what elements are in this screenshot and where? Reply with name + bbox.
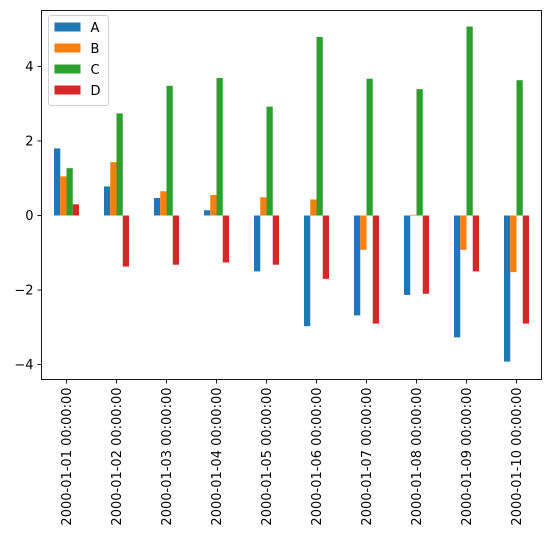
legend-box xyxy=(48,15,109,106)
bar-C-5 xyxy=(316,36,323,216)
bar-D-8 xyxy=(472,215,479,272)
x-tick-label: 2000-01-09 00:00:00 xyxy=(460,388,475,526)
bars-layer xyxy=(54,26,529,362)
bar-D-0 xyxy=(72,204,79,216)
bar-A-0 xyxy=(54,148,61,216)
y-tick-label: 4 xyxy=(25,60,33,75)
legend-swatch-C xyxy=(54,64,81,74)
bar-A-4 xyxy=(254,215,261,272)
plot-frame xyxy=(41,10,542,380)
bar-C-9 xyxy=(516,80,523,216)
bar-B-6 xyxy=(360,215,367,250)
x-tick-label: 2000-01-02 00:00:00 xyxy=(110,388,125,526)
bar-B-9 xyxy=(510,215,517,273)
bar-A-5 xyxy=(304,215,311,327)
bar-A-3 xyxy=(204,210,211,216)
bar-C-3 xyxy=(216,77,223,216)
bar-B-4 xyxy=(260,197,267,216)
y-tick-label: 0 xyxy=(25,209,33,224)
bar-A-7 xyxy=(404,215,411,295)
bar-C-8 xyxy=(466,26,473,216)
bar-D-6 xyxy=(372,215,379,324)
legend-label-C: C xyxy=(91,63,100,78)
bar-B-2 xyxy=(160,191,167,216)
legend-label-D: D xyxy=(91,84,101,99)
y-axis: −4 −2 0 2 4 xyxy=(14,60,42,373)
y-tick-label: −4 xyxy=(14,358,33,373)
bar-C-1 xyxy=(116,113,123,216)
legend-label-A: A xyxy=(91,21,100,36)
x-tick-label: 2000-01-04 00:00:00 xyxy=(210,388,225,526)
bar-D-3 xyxy=(222,215,229,263)
legend-label-B: B xyxy=(91,42,100,57)
bar-A-2 xyxy=(154,197,161,216)
legend-swatch-B xyxy=(54,43,81,53)
bar-B-0 xyxy=(60,176,67,216)
x-tick-label: 2000-01-05 00:00:00 xyxy=(260,388,275,526)
x-tick-label: 2000-01-06 00:00:00 xyxy=(310,388,325,526)
bar-C-0 xyxy=(66,168,73,216)
bar-B-3 xyxy=(210,195,217,216)
bar-B-7 xyxy=(410,214,417,216)
y-tick-label: −2 xyxy=(14,284,33,299)
bar-C-2 xyxy=(166,85,173,216)
bar-B-1 xyxy=(110,162,117,216)
x-tick-label: 2000-01-03 00:00:00 xyxy=(160,388,175,526)
x-tick-label: 2000-01-08 00:00:00 xyxy=(410,388,425,526)
bar-D-5 xyxy=(322,215,329,279)
bar-B-8 xyxy=(460,215,467,250)
bar-D-9 xyxy=(522,215,529,324)
bar-C-7 xyxy=(416,89,423,216)
x-tick-label: 2000-01-10 00:00:00 xyxy=(510,388,525,526)
bar-C-6 xyxy=(366,78,373,216)
legend-swatch-A xyxy=(54,22,81,32)
x-tick-label: 2000-01-01 00:00:00 xyxy=(60,388,75,526)
bar-A-8 xyxy=(454,215,461,338)
x-axis: 2000-01-01 00:00:00 2000-01-02 00:00:00 20… xyxy=(60,379,525,526)
bar-A-6 xyxy=(354,215,361,316)
bar-D-1 xyxy=(122,215,129,267)
bar-A-9 xyxy=(504,215,511,362)
bar-D-4 xyxy=(272,215,279,265)
bar-A-1 xyxy=(104,186,111,216)
bar-C-4 xyxy=(266,106,273,216)
y-tick-label: 2 xyxy=(25,134,33,149)
bar-B-5 xyxy=(310,199,317,216)
legend-swatch-D xyxy=(54,85,81,95)
bar-D-2 xyxy=(172,215,179,265)
x-tick-label: 2000-01-07 00:00:00 xyxy=(360,388,375,526)
bar-D-7 xyxy=(422,215,429,294)
